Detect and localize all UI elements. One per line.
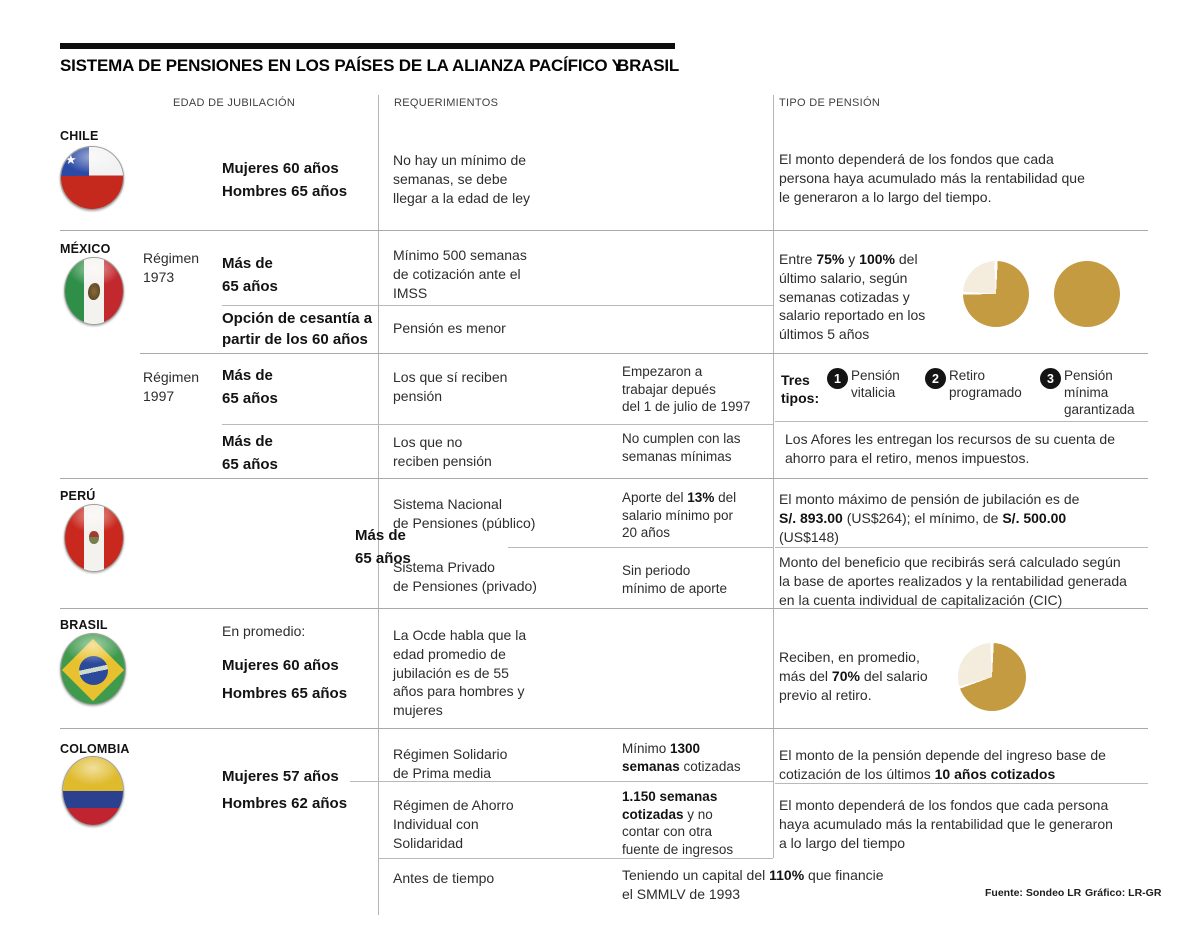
mexico-1997-age-2: Más de 65 años (222, 433, 278, 473)
column-divider-1 (378, 95, 379, 915)
mexico-1997-note-1: Empezaron a trabajar depués del 1 de jul… (622, 364, 751, 415)
mexico-1997-note-2: No cumplen con las semanas mínimas (622, 431, 741, 464)
colombia-flag-icon (62, 756, 124, 826)
colombia-age-men: Hombres 62 años (222, 795, 348, 812)
page-title: SISTEMA DE PENSIONES EN LOS PAÍSES DE LA… (60, 56, 623, 75)
section-divider-chile-mexico (60, 230, 1148, 231)
flag-gloss (61, 634, 125, 704)
colombia-pension-type-1: El monto de la pensión depende del ingre… (779, 747, 1106, 782)
sub-divider-mexico-1973 (222, 305, 773, 306)
peru-note-2: Sin periodo mínimo de aporte (622, 563, 728, 596)
peru-flag-icon (64, 504, 124, 572)
country-label-peru: PERÚ (60, 489, 96, 503)
chile-requirement: No hay un mínimo de semanas, se debe lle… (393, 152, 530, 206)
sub-divider-peru-tipo (775, 547, 1148, 548)
sub-divider-colombia-2 (378, 858, 773, 859)
brasil-age-women: Mujeres 60 años (222, 657, 339, 674)
peru-pension-type-2: Monto del beneficio que recibirás será c… (779, 554, 1127, 608)
flag-gloss (63, 757, 123, 825)
brasil-flag-icon (60, 633, 126, 705)
sub-divider-mexico-tipo (775, 421, 1148, 422)
colombia-note-1: Mínimo 1300 semanas cotizadas (622, 741, 741, 774)
number-2-icon: 2 (925, 368, 946, 389)
number-3-icon: 3 (1040, 368, 1061, 389)
title-rule (60, 43, 675, 49)
section-divider-mexico-regimen (140, 353, 1148, 354)
tres-tipos-item-2: Retiro programado (949, 368, 1022, 400)
column-header-edad: EDAD DE JUBILACIÓN (173, 97, 296, 109)
brasil-pension-type: Reciben, en promedio, más del 70% del sa… (779, 649, 928, 703)
colombia-age-women: Mujeres 57 años (222, 768, 339, 785)
mexico-regimen-1997-label: Régimen 1997 (143, 369, 200, 404)
peru-pension-type-1: El monto máximo de pensión de jubilación… (779, 491, 1080, 545)
brasil-edad-intro: En promedio: (222, 623, 306, 639)
sub-divider-colombia-1 (350, 781, 773, 782)
colombia-req-1: Régimen Solidario de Prima media (393, 746, 508, 781)
country-label-chile: CHILE (60, 129, 99, 143)
mexico-pie-100-percent (1054, 261, 1120, 327)
chile-retirement-age: Mujeres 60 años Hombres 65 años (222, 160, 348, 200)
colombia-pension-type-2: El monto dependerá de los fondos que cad… (779, 797, 1113, 851)
mexico-regimen-1973-label: Régimen 1973 (143, 250, 200, 285)
country-label-mexico: MÉXICO (60, 242, 111, 256)
peru-req-2: Sistema Privado de Pensiones (privado) (393, 559, 537, 594)
mexico-1997-req-2: Los que no reciben pensión (393, 434, 492, 469)
sub-divider-peru-req (508, 547, 773, 548)
peru-req-1: Sistema Nacional de Pensiones (público) (393, 496, 536, 531)
mexico-1973-requirement: Mínimo 500 semanas de cotización ante el… (393, 247, 527, 301)
section-divider-brasil-colombia (60, 728, 1148, 729)
tres-tipos-item-3: Pensión mínima garantizada (1064, 368, 1135, 417)
colombia-note-2: 1.150 semanas cotizadas y no contar con … (622, 789, 734, 857)
source-credit: Fuente: Sondeo LR (985, 887, 1082, 899)
peru-retirement-age: Más de 65 años (355, 527, 411, 567)
mexico-flag-icon (64, 257, 124, 325)
brasil-pie-70-percent (958, 643, 1026, 711)
mexico-1997-req-1: Los que sí reciben pensión (393, 369, 508, 404)
mexico-afores-note: Los Afores les entregan los recursos de … (785, 431, 1115, 466)
country-label-colombia: COLOMBIA (60, 742, 130, 756)
country-label-brasil: BRASIL (60, 618, 108, 632)
mexico-pie-75-percent (963, 261, 1029, 327)
peru-note-1: Aporte del 13% del salario mínimo por 20… (622, 490, 737, 541)
mexico-1997-age-1: Más de 65 años (222, 367, 278, 407)
flag-gloss (65, 258, 123, 324)
page-title-brasil: BRASIL (617, 56, 680, 75)
flag-gloss (65, 505, 123, 571)
colombia-note-3: Teniendo un capital del 110% que financi… (622, 867, 884, 902)
sub-divider-colombia-tipo (775, 783, 1148, 784)
colombia-req-2: Régimen de Ahorro Individual con Solidar… (393, 797, 514, 851)
section-divider-mexico-peru (60, 478, 1148, 479)
mexico-cesantia-option: Opción de cesantía a partir de los 60 añ… (222, 310, 373, 348)
number-1-icon: 1 (827, 368, 848, 389)
column-divider-2 (773, 95, 774, 858)
graphic-credit: Gráfico: LR-GR (1085, 887, 1162, 899)
sub-divider-mexico-1997 (222, 424, 773, 425)
flag-gloss (61, 147, 123, 209)
brasil-requirement: La Ocde habla que la edad promedio de ju… (393, 627, 527, 718)
section-divider-peru-brasil (60, 608, 1148, 609)
brasil-age-men: Hombres 65 años (222, 685, 348, 702)
mexico-1973-pension-type: Entre 75% y 100% del último salario, seg… (779, 251, 926, 342)
column-header-tipo: TIPO DE PENSIÓN (779, 97, 881, 109)
column-header-requerimientos: REQUERIMIENTOS (394, 97, 499, 109)
mexico-cesantia-note: Pensión es menor (393, 320, 506, 336)
chile-flag-icon (60, 146, 124, 210)
colombia-req-3: Antes de tiempo (393, 870, 495, 886)
mexico-1973-age: Más de 65 años (222, 255, 278, 295)
tres-tipos-item-1: Pensión vitalicia (851, 368, 900, 400)
tres-tipos-label: Tres tipos: (781, 372, 820, 406)
chile-pension-type: El monto dependerá de los fondos que cad… (779, 151, 1085, 205)
